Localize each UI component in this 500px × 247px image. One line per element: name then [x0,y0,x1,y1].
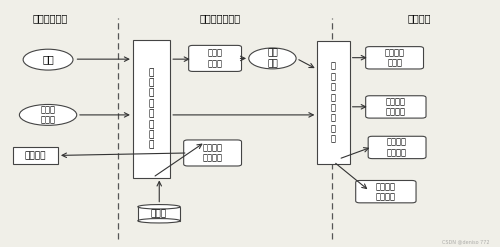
Ellipse shape [138,219,180,223]
FancyBboxPatch shape [188,45,242,71]
FancyBboxPatch shape [133,40,170,178]
Text: 系统资源
控制文件: 系统资源 控制文件 [387,138,407,157]
FancyBboxPatch shape [184,140,242,166]
Text: 外部资源
访问控制: 外部资源 访问控制 [202,143,222,163]
Text: 用户认
证模块: 用户认 证模块 [208,49,222,68]
Text: 规则集: 规则集 [151,209,167,218]
Text: 非用户
级访问: 非用户 级访问 [40,105,56,124]
FancyBboxPatch shape [356,181,416,203]
Text: 主机网络安全层: 主机网络安全层 [200,13,240,23]
Text: 安
全
检
查
／
加
解
密: 安 全 检 查 ／ 加 解 密 [149,68,154,150]
Ellipse shape [23,49,73,70]
Text: 外部资源: 外部资源 [25,151,46,160]
Text: 非用户级
服务资源: 非用户级 服务资源 [386,97,406,117]
Text: 系统资源: 系统资源 [408,13,432,23]
FancyBboxPatch shape [318,41,350,164]
FancyBboxPatch shape [138,207,180,221]
Text: 内
部
资
源
访
问
控
制: 内 部 资 源 访 问 控 制 [331,62,336,144]
Text: 用户级服
务资源: 用户级服 务资源 [384,48,404,67]
FancyBboxPatch shape [368,136,426,159]
Ellipse shape [249,48,296,69]
Text: CSDN @deniso 772: CSDN @deniso 772 [442,239,490,244]
Ellipse shape [138,205,180,209]
Text: 用户资源
控制文件: 用户资源 控制文件 [376,182,396,201]
FancyBboxPatch shape [366,96,426,118]
Text: 外部网络访问: 外部网络访问 [33,13,68,23]
FancyBboxPatch shape [366,47,424,69]
Text: 合法
用户: 合法 用户 [267,49,278,68]
Ellipse shape [20,104,76,125]
Text: 用户: 用户 [42,55,54,65]
FancyBboxPatch shape [13,147,58,164]
